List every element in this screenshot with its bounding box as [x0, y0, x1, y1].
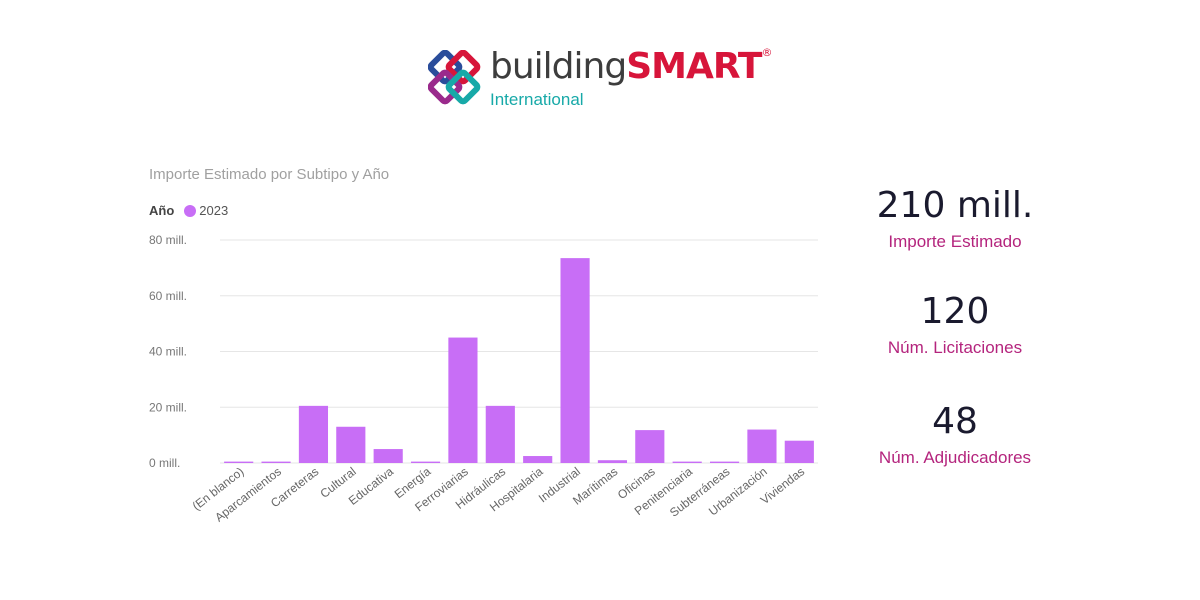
kpi-value: 48 — [932, 401, 978, 442]
y-tick-label: 0 mill. — [149, 456, 180, 470]
bar — [709, 461, 740, 463]
kpi-importe-estimado: 210 mill. Importe Estimado — [835, 185, 1075, 252]
y-tick-label: 40 mill. — [149, 345, 187, 359]
bar — [635, 430, 665, 463]
chart-title: Importe Estimado por Subtipo y Año — [149, 166, 390, 183]
bar — [485, 405, 515, 463]
buildingsmart-logo: buildingSMART® International — [428, 46, 772, 114]
y-tick-label: 60 mill. — [149, 289, 187, 303]
bar — [410, 461, 441, 463]
bar — [597, 460, 628, 463]
bar — [298, 405, 329, 463]
kpi-label: Núm. Licitaciones — [887, 338, 1023, 357]
kpi-num-adjudicadores: 48 Núm. Adjudicadores — [835, 401, 1075, 468]
bar — [336, 426, 366, 463]
logo-subtitle: International — [490, 90, 584, 109]
bar — [373, 449, 403, 463]
y-tick-label: 80 mill. — [149, 233, 187, 247]
buildingsmart-emblem-icon — [428, 50, 481, 105]
kpi-label: Importe Estimado — [888, 232, 1022, 251]
kpi-num-licitaciones: 120 Núm. Licitaciones — [835, 291, 1075, 358]
logo-wordmark: buildingSMART® — [490, 46, 772, 87]
bar — [747, 429, 777, 463]
bar-chart: 0 mill.20 mill.40 mill.60 mill.80 mill.(… — [149, 233, 818, 525]
legend-title: Año — [149, 203, 175, 218]
kpi-value: 120 — [920, 291, 990, 332]
bar — [224, 461, 254, 463]
legend-swatch — [184, 204, 197, 217]
kpi-value: 210 mill. — [876, 185, 1034, 226]
y-tick-label: 20 mill. — [149, 400, 187, 414]
bar — [448, 337, 478, 463]
chart-legend: Año 2023 — [149, 203, 228, 218]
legend-entry-label: 2023 — [199, 203, 229, 218]
bar — [784, 440, 814, 463]
bar — [560, 258, 590, 463]
bar — [261, 461, 291, 463]
bar — [523, 456, 553, 463]
bar — [672, 461, 702, 463]
kpi-label: Núm. Adjudicadores — [878, 448, 1032, 467]
